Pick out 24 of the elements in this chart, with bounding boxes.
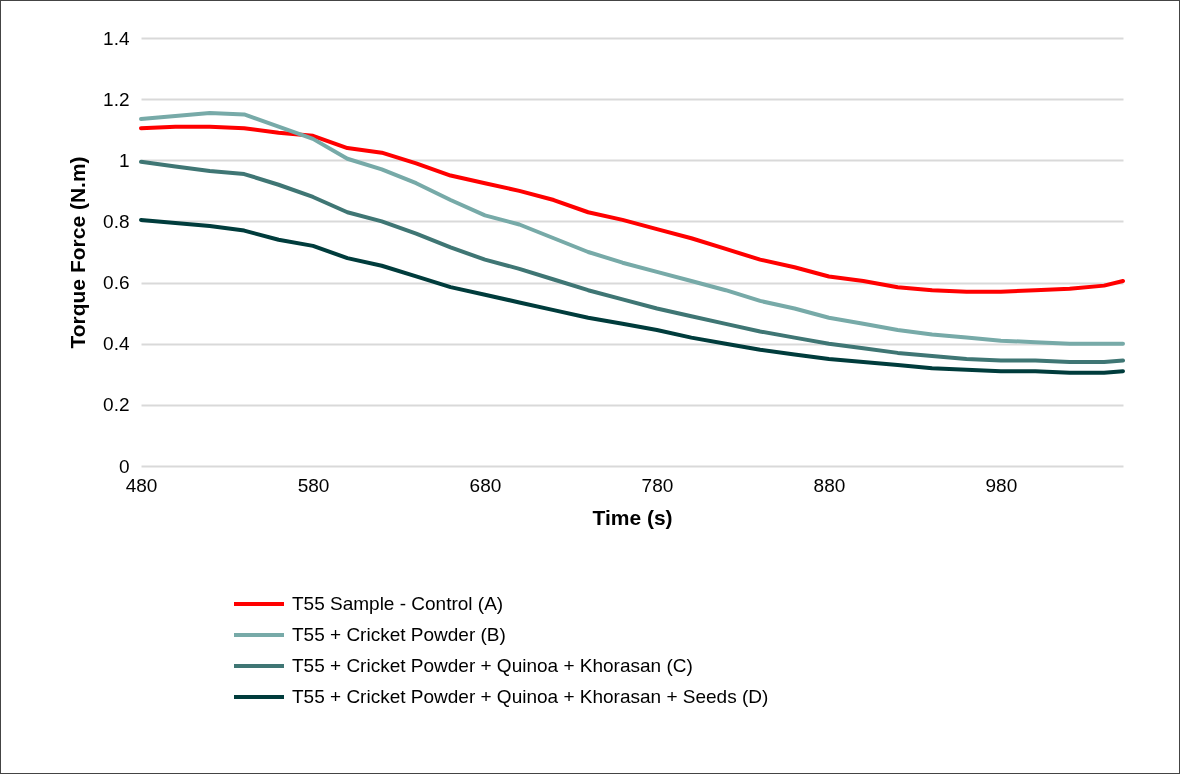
x-tick-label: 580	[297, 474, 330, 496]
line-series	[139, 124, 1125, 294]
line-series	[139, 159, 1125, 365]
x-tick-label: 980	[985, 474, 1018, 496]
x-axis-title: Time (s)	[592, 505, 673, 529]
y-tick-label: 0.2	[103, 394, 130, 416]
line-series	[139, 110, 1125, 346]
x-tick-label: 680	[469, 474, 502, 496]
y-axis-title: Torque Force (N.m)	[66, 156, 90, 349]
x-tick-label: 480	[125, 474, 158, 496]
legend-label: T55 + Cricket Powder + Quinoa + Khorasan (C)	[292, 655, 693, 676]
y-tick-label: 1.2	[103, 88, 130, 110]
y-tick-label: 0.4	[103, 333, 130, 355]
x-tick-label: 880	[813, 474, 846, 496]
y-tick-label: 0	[118, 455, 130, 477]
y-tick-label: 0.6	[103, 272, 130, 294]
y-tick-label: 1	[118, 149, 130, 171]
y-tick-label: 0.8	[103, 210, 130, 232]
x-tick-label: 780	[641, 474, 674, 496]
legend-label: T55 + Cricket Powder + Quinoa + Khorasan + Seeds (D)	[292, 686, 769, 707]
y-tick-label: 1.4	[103, 27, 130, 49]
legend-label: T55 Sample - Control (A)	[292, 593, 504, 614]
line-series	[139, 217, 1125, 375]
legend-label: T55 + Cricket Powder (B)	[292, 624, 506, 645]
